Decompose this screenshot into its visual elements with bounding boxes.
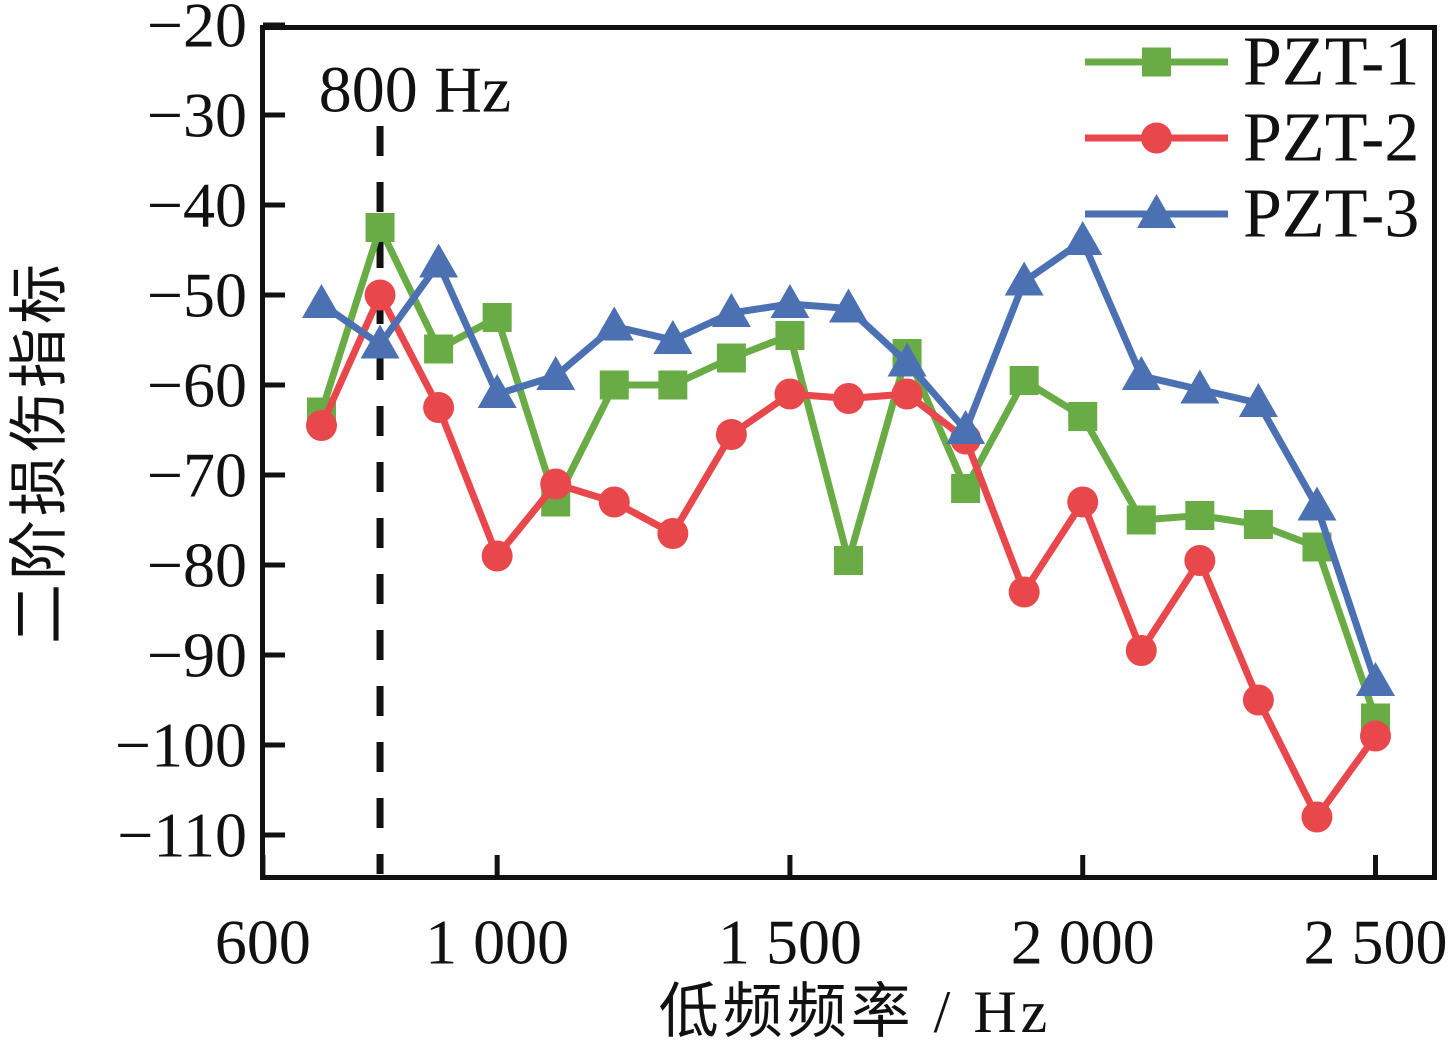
series-pzt-1-square-marker (951, 474, 981, 503)
series-pzt-3-triangle-marker (594, 306, 634, 341)
series-pzt-1-square-marker (1126, 505, 1156, 535)
legend-label-pzt-3: PZT-3 (1243, 176, 1419, 253)
legend: PZT-1 PZT-2 PZT-3 (1243, 24, 1419, 253)
series-pzt-3-triangle-marker (536, 356, 576, 390)
series-pzt-1-square-marker (775, 321, 805, 350)
plot-border (260, 25, 1437, 880)
legend-pzt-2-circle-marker (1141, 122, 1172, 154)
series-pzt-1-square-marker (1243, 510, 1273, 539)
legend-pzt-1-square-marker (1142, 47, 1171, 77)
x-tick-label: 2 000 (1011, 907, 1155, 978)
series-pzt-3-triangle-marker (887, 342, 927, 377)
series-pzt-3-triangle-marker (653, 320, 693, 354)
series-pzt-2-circle-marker (1125, 635, 1157, 666)
x-axis-title: 低频频率 / Hz (659, 979, 1052, 1045)
y-tick-label: −30 (147, 80, 247, 151)
series-pzt-1-square-marker (834, 546, 863, 575)
y-tick-label: −40 (147, 170, 247, 241)
series-pzt-3-triangle-marker (946, 410, 986, 444)
series-pzt-1-square-marker (1068, 402, 1098, 431)
series-pzt-2-circle-marker (364, 279, 396, 311)
series-pzt-3-triangle-marker (770, 284, 810, 318)
series-pzt-3-triangle-marker (1004, 261, 1044, 296)
y-tick-label: −60 (147, 350, 247, 421)
series-pzt-3-triangle-marker (1238, 383, 1278, 417)
series-pzt-2-circle-marker (598, 486, 630, 518)
legend-label-pzt-1: PZT-1 (1243, 24, 1419, 101)
y-axis-title: 二阶损伤指标 (7, 260, 73, 644)
y-tick-label: −70 (147, 440, 247, 511)
series-pzt-3-triangle-marker (711, 293, 751, 327)
y-tick-label: −110 (117, 800, 247, 871)
x-tick-label: 2 500 (1304, 907, 1448, 978)
series-pzt-3-triangle-marker (477, 374, 517, 408)
series-pzt-3-triangle-marker (1063, 221, 1103, 255)
series-pzt-3-triangle-marker (1297, 486, 1337, 521)
series-pzt-2-circle-marker (305, 410, 337, 441)
series-pzt-2-circle-marker (833, 383, 864, 414)
series-pzt-2-circle-marker (1008, 576, 1040, 608)
chart-generated-layer: −20 −30 −40 −50 −60 −70 −80 −90 −100 −110 600 1 000… (115, 0, 1448, 978)
series-pzt-2-circle-marker (1067, 486, 1099, 518)
series-pzt-2-circle-marker (715, 419, 747, 450)
y-tick-label: −20 (147, 0, 247, 61)
series-pzt-2-circle-marker (540, 468, 572, 500)
series-pzt-2-circle-marker (657, 518, 689, 549)
series-pzt-3-triangle-marker (301, 284, 341, 318)
x-tick-label: 1 000 (425, 907, 569, 978)
y-tick-label: −90 (147, 620, 247, 691)
series-pzt-2-circle-marker (1242, 684, 1274, 716)
series-pzt-3-triangle-marker (1121, 356, 1161, 390)
y-tick-label: −100 (115, 710, 247, 781)
series-pzt-3-triangle-marker (419, 243, 459, 278)
series-pzt-3-triangle-marker (829, 288, 868, 323)
series-pzt-2-circle-marker (774, 378, 806, 410)
series-pzt-2-circle-marker (1360, 720, 1392, 752)
series-pzt-1-square-marker (1185, 501, 1215, 530)
series-pzt-3-triangle-marker (360, 324, 400, 359)
y-tick-label: −80 (147, 530, 247, 601)
series-pzt-1-square-marker (1009, 366, 1039, 395)
series-pzt-1-square-marker (716, 343, 746, 373)
series-pzt-2-circle-marker (891, 378, 923, 410)
annotation-800hz: 800 Hz (319, 54, 511, 127)
series-pzt-2-circle-marker (481, 540, 513, 572)
series-pzt-1-square-marker (599, 370, 629, 400)
series-pzt-1-square-marker (658, 370, 688, 400)
legend-label-pzt-2: PZT-2 (1243, 100, 1419, 177)
series-pzt-2-circle-marker (423, 392, 455, 423)
series-pzt-3-triangle-marker (1356, 662, 1396, 696)
series-pzt-3-triangle-marker (1180, 369, 1220, 404)
legend-pzt-3-triangle-marker (1137, 194, 1176, 228)
series-pzt-2-circle-marker (1184, 545, 1216, 576)
series-pzt-1-square-marker (482, 303, 512, 332)
y-tick-label: −50 (147, 260, 247, 331)
series-pzt-1-square-marker (365, 213, 395, 242)
series-pzt-2-circle-marker (1301, 801, 1333, 833)
x-tick-label: 600 (215, 907, 311, 978)
x-tick-label: 1 500 (718, 907, 862, 978)
series-pzt-1-square-marker (424, 334, 454, 364)
